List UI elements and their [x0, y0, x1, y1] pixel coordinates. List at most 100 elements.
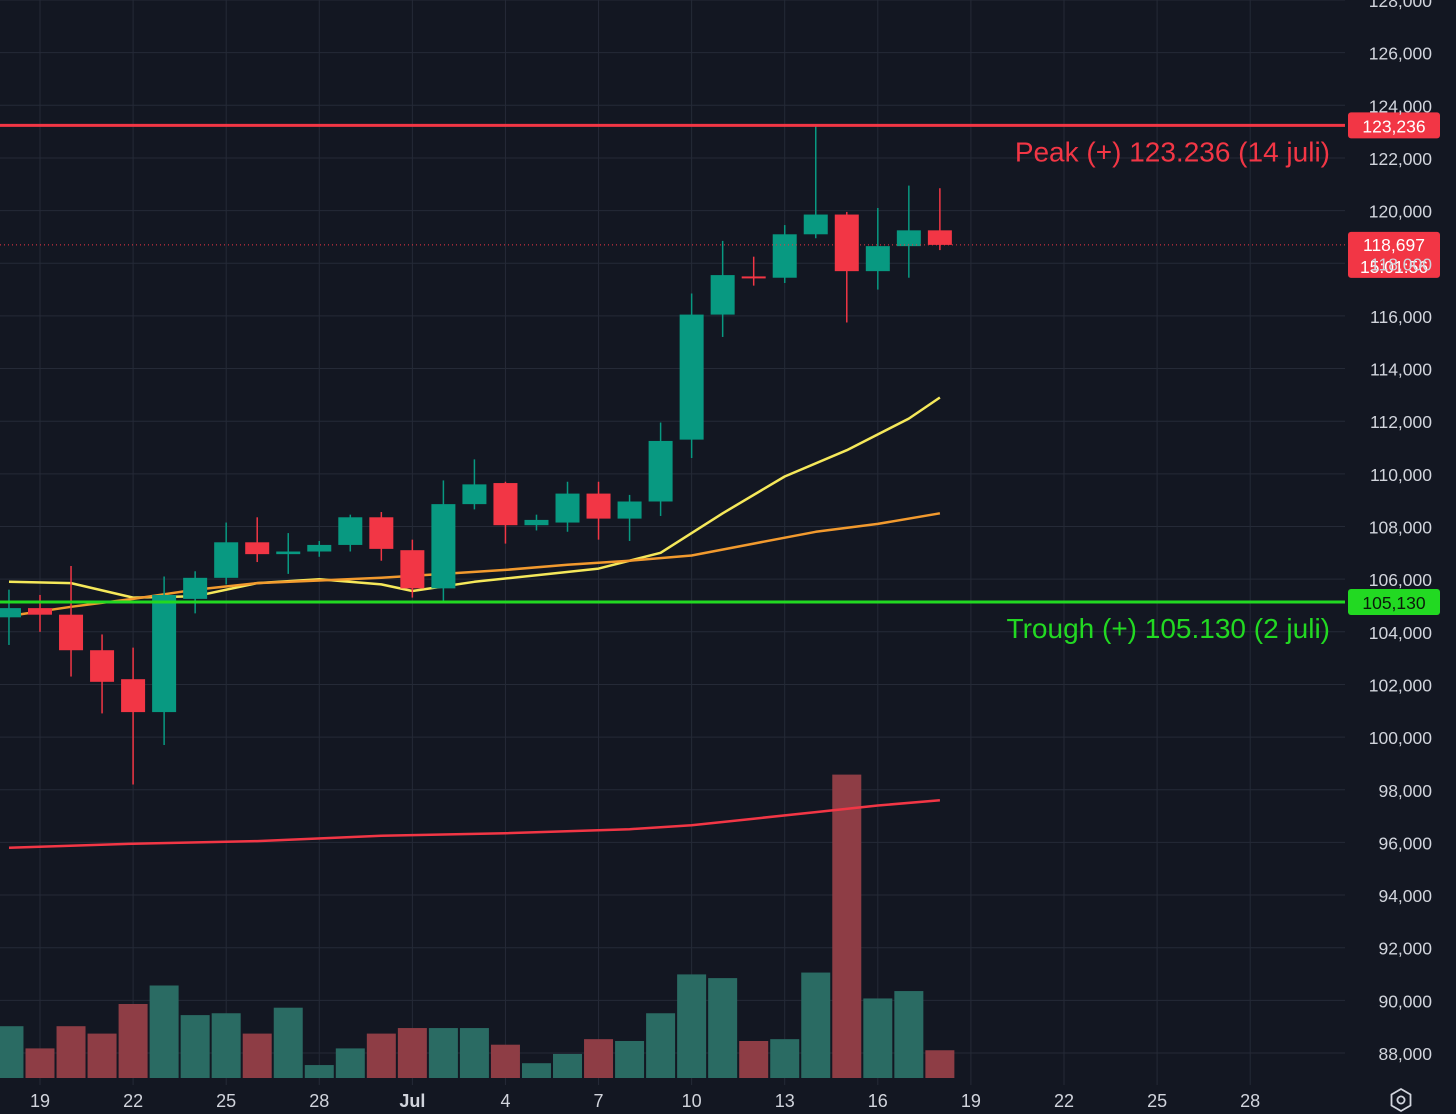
price-tick-label: 94,000: [1378, 886, 1432, 906]
price-tick-label: 92,000: [1378, 939, 1432, 959]
time-tick-label: 25: [216, 1091, 236, 1111]
volume-bar: [615, 1041, 645, 1078]
volume-bar: [428, 1028, 458, 1078]
axis-price-tag-text: 105,130: [1362, 593, 1426, 613]
volume-bar: [553, 1053, 583, 1078]
candle-body: [90, 650, 115, 682]
price-tick-label: 112,000: [1370, 412, 1432, 432]
candle: [0, 589, 21, 645]
last-price-value: 118,697: [1363, 235, 1425, 255]
volume-bar: [708, 978, 738, 1078]
volume-bar: [118, 1004, 148, 1078]
candle: [896, 185, 921, 278]
volume-bar: [459, 1028, 489, 1078]
candle: [276, 533, 301, 574]
volume-bar: [304, 1065, 334, 1078]
candle: [834, 211, 859, 323]
candle-body: [741, 276, 766, 279]
candle: [121, 647, 146, 785]
last-price-countdown: 15:01:56: [1360, 257, 1428, 277]
volume-bar: [863, 998, 893, 1078]
peak-label: Peak (+) 123.236 (14 juli): [1015, 136, 1330, 167]
volume-bar: [87, 1033, 117, 1078]
volume-bar: [925, 1050, 955, 1078]
candle-body: [865, 246, 890, 272]
candle-body: [896, 230, 921, 247]
candle: [617, 494, 642, 541]
trough-label: Trough (+) 105.130 (2 juli): [1007, 613, 1330, 644]
candle: [462, 459, 487, 510]
moving-average-line: [8, 799, 941, 849]
volume-bar: [894, 991, 924, 1078]
candle: [524, 514, 549, 531]
candle-body: [121, 679, 146, 713]
candle-body: [431, 504, 456, 589]
volume-bar: [739, 1041, 769, 1078]
candle: [555, 481, 580, 532]
volume-bars: [0, 774, 955, 1078]
candles: [0, 125, 952, 785]
time-tick-label: 28: [1240, 1091, 1260, 1111]
candle-body: [927, 230, 952, 245]
candle-body: [214, 542, 239, 578]
candle-body: [400, 550, 425, 589]
volume-bar: [584, 1039, 614, 1078]
price-axis[interactable]: 88,000 90,000 92,000 94,000 96,000 98,000 100,…: [1369, 0, 1433, 1064]
candle-body: [245, 542, 270, 555]
candle-body: [648, 440, 673, 502]
time-tick-label: 4: [500, 1091, 510, 1111]
volume-bar: [490, 1044, 520, 1078]
candle: [927, 188, 952, 251]
candle-body: [307, 544, 332, 552]
candle-body: [803, 214, 828, 235]
candle-body: [183, 577, 208, 599]
volume-bar: [273, 1007, 303, 1078]
time-tick-label: 13: [775, 1091, 795, 1111]
price-tick-label: 104,000: [1369, 623, 1433, 643]
volume-bar: [149, 985, 179, 1078]
axis-price-tag: [1348, 112, 1440, 139]
volume-bar: [242, 1033, 272, 1078]
candle-body: [524, 519, 549, 526]
time-tick-label: 28: [309, 1091, 329, 1111]
time-tick-label: 25: [1147, 1091, 1167, 1111]
volume-bar: [521, 1063, 551, 1078]
volume-bar: [366, 1033, 396, 1078]
candle: [152, 576, 177, 745]
volume-bar: [770, 1039, 800, 1078]
time-axis[interactable]: 19 22 25 28 Jul 4 7 10 13 16 19 22 25 28: [30, 1091, 1260, 1111]
volume-bar: [335, 1048, 365, 1078]
candle: [307, 540, 332, 557]
candle-body: [338, 517, 363, 545]
candle-body: [555, 493, 580, 523]
candle: [679, 293, 704, 459]
price-tick-label: 110,000: [1370, 465, 1432, 485]
candle: [369, 512, 394, 561]
volume-bar: [832, 774, 862, 1078]
candle: [741, 256, 766, 286]
candle-body: [586, 493, 611, 519]
candle: [59, 565, 84, 677]
last-price-tag: [1348, 231, 1440, 278]
candle: [648, 422, 673, 516]
time-tick-label: 7: [594, 1091, 604, 1111]
price-tick-label: 98,000: [1378, 781, 1432, 801]
peak-line-group: Peak (+) 123.236 (14 juli) 123,236: [0, 112, 1440, 167]
time-tick-label: 22: [1054, 1091, 1074, 1111]
candle: [90, 634, 115, 714]
price-tick-label: 102,000: [1369, 675, 1433, 695]
volume-bar: [56, 1026, 86, 1078]
time-tick-label: Jul: [399, 1091, 425, 1111]
candle: [245, 517, 270, 563]
settings-icon[interactable]: [1388, 1087, 1414, 1113]
price-tick-label: 120,000: [1369, 202, 1433, 222]
price-tick-label: 90,000: [1378, 991, 1432, 1011]
price-tick-label: 116,000: [1370, 307, 1432, 327]
price-tick-label: 118,000: [1370, 254, 1432, 274]
candle: [183, 571, 208, 614]
volume-bar: [25, 1048, 55, 1078]
time-tick-label: 19: [961, 1091, 981, 1111]
candle-body: [710, 275, 735, 315]
